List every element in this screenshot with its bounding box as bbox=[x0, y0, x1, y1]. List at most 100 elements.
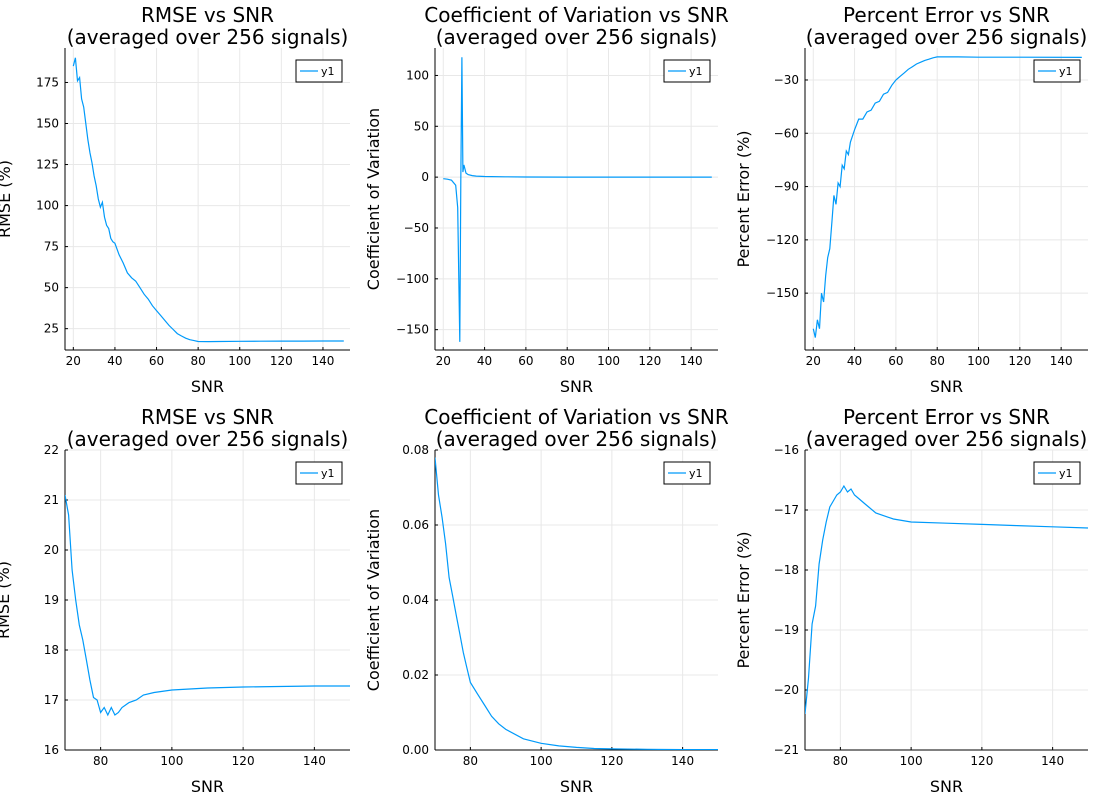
x-tick-label: 100 bbox=[967, 354, 990, 368]
y-tick-label: −60 bbox=[774, 126, 799, 140]
x-tick-label: 40 bbox=[477, 354, 492, 368]
y-tick-label: 150 bbox=[36, 117, 59, 131]
x-tick-label: 20 bbox=[436, 354, 451, 368]
y-axis-label: Percent Error (%) bbox=[734, 531, 753, 668]
y-tick-label: −20 bbox=[774, 683, 799, 697]
y-tick-label: 17 bbox=[44, 693, 59, 707]
legend: y1 bbox=[295, 461, 343, 485]
legend-label: y1 bbox=[321, 467, 335, 480]
subplot-2: 20 40 60 80 100 120 140 −150 −100 −50 0 50 100 Coeffi… bbox=[364, 3, 729, 396]
legend-label: y1 bbox=[321, 65, 335, 78]
x-tick-label: 100 bbox=[597, 354, 620, 368]
chart-title: (averaged over 256 signals) bbox=[67, 25, 349, 49]
legend-box bbox=[1033, 59, 1081, 83]
x-axis-label: SNR bbox=[191, 777, 224, 796]
chart-title: Percent Error vs SNR bbox=[843, 3, 1050, 27]
series-line-y1 bbox=[805, 484, 1088, 715]
x-tick-label: 20 bbox=[806, 354, 821, 368]
chart-title: (averaged over 256 signals) bbox=[67, 427, 349, 451]
chart-title: Percent Error vs SNR bbox=[843, 405, 1050, 429]
legend-label: y1 bbox=[689, 65, 703, 78]
series-line-y1 bbox=[435, 457, 718, 750]
series-line-y1 bbox=[812, 56, 1082, 338]
y-tick-label: −30 bbox=[774, 73, 799, 87]
y-tick-label: −16 bbox=[774, 443, 799, 457]
legend: y1 bbox=[663, 461, 711, 485]
y-tick-label: 0.00 bbox=[402, 743, 429, 757]
y-tick-label: −18 bbox=[774, 563, 799, 577]
y-tick-label: 0.08 bbox=[402, 443, 429, 457]
x-tick-label: 80 bbox=[833, 754, 848, 768]
y-tick-label: 20 bbox=[44, 543, 59, 557]
legend: y1 bbox=[295, 59, 343, 83]
legend: y1 bbox=[663, 59, 711, 83]
y-tick-label: −21 bbox=[774, 743, 799, 757]
y-tick-label: 21 bbox=[44, 493, 59, 507]
x-tick-label: 120 bbox=[970, 754, 993, 768]
y-tick-label: 22 bbox=[44, 443, 59, 457]
y-tick-label: 175 bbox=[36, 75, 59, 89]
x-tick-label: 100 bbox=[530, 754, 553, 768]
y-tick-label: 125 bbox=[36, 158, 59, 172]
legend-box bbox=[663, 59, 711, 83]
legend-box bbox=[295, 461, 343, 485]
subplot-4: 80 100 120 140 16 17 18 19 20 21 22 RMSE vs SNR(ave… bbox=[0, 405, 350, 796]
chart-title: Coefficient of Variation vs SNR bbox=[424, 3, 729, 27]
x-tick-label: 120 bbox=[638, 354, 661, 368]
legend-box bbox=[1033, 461, 1081, 485]
y-tick-label: −100 bbox=[396, 272, 429, 286]
x-tick-label: 80 bbox=[463, 754, 478, 768]
y-tick-label: 18 bbox=[44, 643, 59, 657]
legend: y1 bbox=[1033, 461, 1081, 485]
y-tick-label: −17 bbox=[774, 503, 799, 517]
x-tick-label: 80 bbox=[930, 354, 945, 368]
x-tick-label: 40 bbox=[107, 354, 122, 368]
x-tick-label: 120 bbox=[270, 354, 293, 368]
legend-label: y1 bbox=[689, 467, 703, 480]
y-tick-label: −150 bbox=[396, 323, 429, 337]
x-tick-label: 60 bbox=[888, 354, 903, 368]
legend-box bbox=[663, 461, 711, 485]
x-tick-label: 80 bbox=[93, 754, 108, 768]
y-tick-label: −19 bbox=[774, 623, 799, 637]
y-tick-label: 16 bbox=[44, 743, 59, 757]
subplot-3: 20 40 60 80 100 120 140 −150 −120 −90 −60 −30 Percen… bbox=[734, 3, 1088, 396]
x-axis-label: SNR bbox=[930, 377, 963, 396]
legend-label: y1 bbox=[1059, 467, 1073, 480]
y-tick-label: 100 bbox=[406, 68, 429, 82]
x-tick-label: 100 bbox=[160, 754, 183, 768]
chart-title: (averaged over 256 signals) bbox=[806, 427, 1088, 451]
y-tick-label: 0.04 bbox=[402, 593, 429, 607]
x-axis-label: SNR bbox=[560, 377, 593, 396]
y-axis-label: Coefficient of Variation bbox=[364, 108, 383, 290]
y-tick-label: 0.02 bbox=[402, 668, 429, 682]
chart-title: RMSE vs SNR bbox=[141, 405, 274, 429]
y-axis-label: Percent Error (%) bbox=[734, 130, 753, 267]
x-tick-label: 140 bbox=[312, 354, 335, 368]
y-tick-label: 50 bbox=[414, 119, 429, 133]
x-tick-label: 100 bbox=[228, 354, 251, 368]
y-tick-label: 19 bbox=[44, 593, 59, 607]
subplot-6: 80 100 120 140 −21 −20 −19 −18 −17 −16 Percent Err… bbox=[734, 405, 1088, 796]
x-tick-label: 140 bbox=[303, 754, 326, 768]
y-tick-label: −50 bbox=[404, 221, 429, 235]
y-tick-label: −120 bbox=[766, 233, 799, 247]
chart-title: (averaged over 256 signals) bbox=[436, 427, 718, 451]
x-axis-label: SNR bbox=[191, 377, 224, 396]
chart-title: RMSE vs SNR bbox=[141, 3, 274, 27]
legend-label: y1 bbox=[1059, 65, 1073, 78]
x-tick-label: 120 bbox=[1008, 354, 1031, 368]
y-tick-label: 50 bbox=[44, 281, 59, 295]
y-axis-label: RMSE (%) bbox=[0, 561, 13, 639]
x-tick-label: 140 bbox=[1041, 754, 1064, 768]
x-tick-label: 60 bbox=[518, 354, 533, 368]
x-tick-label: 140 bbox=[1050, 354, 1073, 368]
x-tick-label: 120 bbox=[600, 754, 623, 768]
y-tick-label: 0.06 bbox=[402, 518, 429, 532]
y-tick-label: 75 bbox=[44, 240, 59, 254]
series-line-y1 bbox=[72, 57, 344, 343]
chart-title: (averaged over 256 signals) bbox=[436, 25, 718, 49]
subplot-5: 80 100 120 140 0.00 0.02 0.04 0.06 0.08 Coefficie… bbox=[364, 405, 729, 796]
x-axis-label: SNR bbox=[560, 777, 593, 796]
